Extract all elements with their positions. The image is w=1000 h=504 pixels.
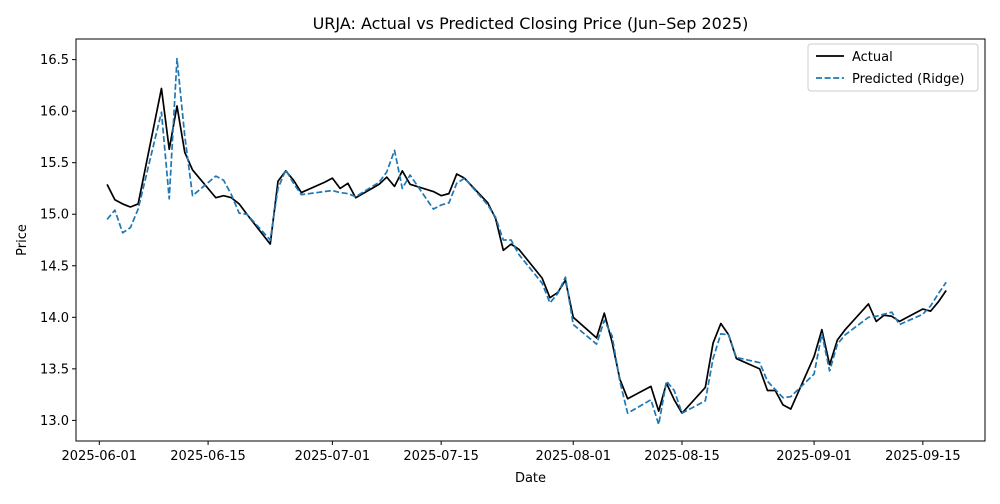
y-axis-ticks: 13.0 13.5 14.0 14.5 15.0 15.5 16.0 16.5	[40, 53, 76, 429]
legend-label: Predicted (Ridge)	[852, 72, 964, 87]
x-tick-label: 2025-08-01	[535, 449, 611, 464]
legend-label: Actual	[852, 50, 893, 65]
chart-title: URJA: Actual vs Predicted Closing Price …	[313, 14, 749, 33]
y-tick-label: 15.0	[40, 208, 69, 223]
y-axis-label: Price	[15, 224, 30, 256]
y-tick-label: 14.5	[40, 259, 69, 274]
legend-box	[807, 43, 979, 92]
series-layer	[106, 57, 947, 426]
plot-frame	[75, 38, 986, 442]
y-tick-label: 13.5	[40, 362, 69, 377]
x-tick-label: 2025-06-01	[62, 449, 138, 464]
x-tick-label: 2025-08-15	[644, 449, 720, 464]
x-tick-label: 2025-09-15	[885, 449, 961, 464]
y-tick-label: 13.0	[40, 414, 69, 429]
y-tick-label: 15.5	[40, 156, 69, 171]
x-axis-label: Date	[515, 471, 546, 486]
y-tick-label: 14.0	[40, 311, 69, 326]
x-axis-ticks: 2025-06-01 2025-06-15 2025-07-01 2025-07-15…	[62, 441, 961, 464]
y-tick-label: 16.0	[40, 105, 69, 120]
x-tick-label: 2025-07-01	[295, 449, 371, 464]
legend: Actual Predicted (Ridge)	[807, 43, 979, 92]
x-tick-label: 2025-07-15	[403, 449, 479, 464]
series-actual-line	[106, 87, 947, 415]
x-tick-label: 2025-09-01	[776, 449, 852, 464]
y-tick-label: 16.5	[40, 53, 69, 68]
series-predicted-line	[106, 57, 947, 426]
x-tick-label: 2025-06-15	[170, 449, 246, 464]
